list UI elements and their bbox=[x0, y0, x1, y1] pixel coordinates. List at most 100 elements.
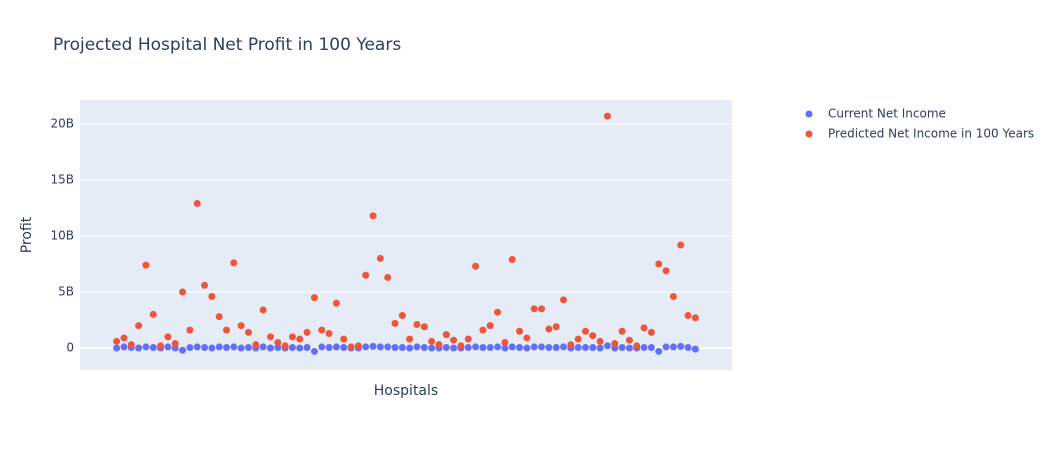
point bbox=[391, 319, 399, 327]
point bbox=[538, 305, 546, 313]
point bbox=[567, 341, 575, 349]
point bbox=[574, 343, 582, 351]
point bbox=[691, 314, 699, 322]
point bbox=[450, 336, 458, 344]
point bbox=[120, 334, 128, 342]
point bbox=[135, 322, 143, 330]
point bbox=[684, 312, 692, 320]
point bbox=[501, 338, 509, 346]
point bbox=[413, 321, 421, 329]
point bbox=[618, 343, 626, 351]
point bbox=[523, 344, 531, 352]
point bbox=[655, 347, 663, 355]
point bbox=[516, 343, 524, 351]
y-axis-title: Profit bbox=[19, 216, 35, 253]
point bbox=[662, 267, 670, 275]
point bbox=[310, 294, 318, 302]
point bbox=[201, 343, 209, 351]
point bbox=[310, 347, 318, 355]
point bbox=[230, 343, 238, 351]
point bbox=[574, 335, 582, 343]
point bbox=[647, 328, 655, 336]
point bbox=[625, 336, 633, 344]
point bbox=[691, 345, 699, 353]
point bbox=[501, 344, 509, 352]
point bbox=[413, 343, 421, 351]
point bbox=[552, 343, 560, 351]
point bbox=[179, 288, 187, 296]
point bbox=[611, 340, 619, 348]
point bbox=[318, 326, 326, 334]
point bbox=[618, 327, 626, 335]
legend-marker bbox=[805, 110, 813, 118]
point bbox=[494, 343, 502, 351]
point bbox=[186, 326, 194, 334]
point bbox=[596, 337, 604, 345]
legend: Current Net Income Predicted Net Income i… bbox=[805, 107, 1034, 141]
point bbox=[376, 254, 384, 262]
point bbox=[303, 328, 311, 336]
point bbox=[479, 343, 487, 351]
point bbox=[669, 343, 677, 351]
point bbox=[266, 333, 274, 341]
point bbox=[603, 342, 611, 350]
point bbox=[252, 341, 260, 349]
point bbox=[560, 296, 568, 304]
point bbox=[127, 341, 135, 349]
point bbox=[633, 342, 641, 350]
point bbox=[581, 343, 589, 351]
point bbox=[516, 327, 524, 335]
point bbox=[530, 343, 538, 351]
point bbox=[193, 200, 201, 208]
point bbox=[223, 343, 231, 351]
point bbox=[625, 344, 633, 352]
point bbox=[208, 293, 216, 301]
point bbox=[142, 343, 150, 351]
point bbox=[325, 343, 333, 351]
point bbox=[113, 337, 121, 345]
point bbox=[655, 260, 663, 268]
point bbox=[230, 259, 238, 267]
point bbox=[369, 342, 377, 350]
point bbox=[530, 305, 538, 313]
point bbox=[450, 344, 458, 352]
point bbox=[347, 343, 355, 351]
point bbox=[208, 344, 216, 352]
point bbox=[552, 323, 560, 331]
point bbox=[603, 112, 611, 120]
point bbox=[647, 343, 655, 351]
point bbox=[340, 335, 348, 343]
point bbox=[332, 343, 340, 351]
point bbox=[362, 271, 370, 279]
point bbox=[149, 310, 157, 318]
point bbox=[244, 328, 252, 336]
point bbox=[596, 344, 604, 352]
point bbox=[640, 324, 648, 332]
point bbox=[179, 346, 187, 354]
point bbox=[464, 335, 472, 343]
point bbox=[120, 343, 128, 351]
point bbox=[589, 343, 597, 351]
y-tick-label: 0 bbox=[66, 341, 74, 355]
point bbox=[303, 343, 311, 351]
point bbox=[193, 343, 201, 351]
point bbox=[244, 343, 252, 351]
y-tick-label: 5B bbox=[58, 285, 74, 299]
y-tick-label: 20B bbox=[50, 116, 74, 130]
point bbox=[560, 343, 568, 351]
point bbox=[296, 335, 304, 343]
point bbox=[215, 313, 223, 321]
point bbox=[274, 338, 282, 346]
point bbox=[354, 342, 362, 350]
point bbox=[435, 341, 443, 349]
point bbox=[669, 293, 677, 301]
point bbox=[223, 326, 231, 334]
point bbox=[464, 343, 472, 351]
point bbox=[113, 344, 121, 352]
legend-label: Current Net Income bbox=[828, 107, 946, 121]
point bbox=[428, 344, 436, 352]
point bbox=[677, 342, 685, 350]
point bbox=[215, 343, 223, 351]
point bbox=[479, 326, 487, 334]
